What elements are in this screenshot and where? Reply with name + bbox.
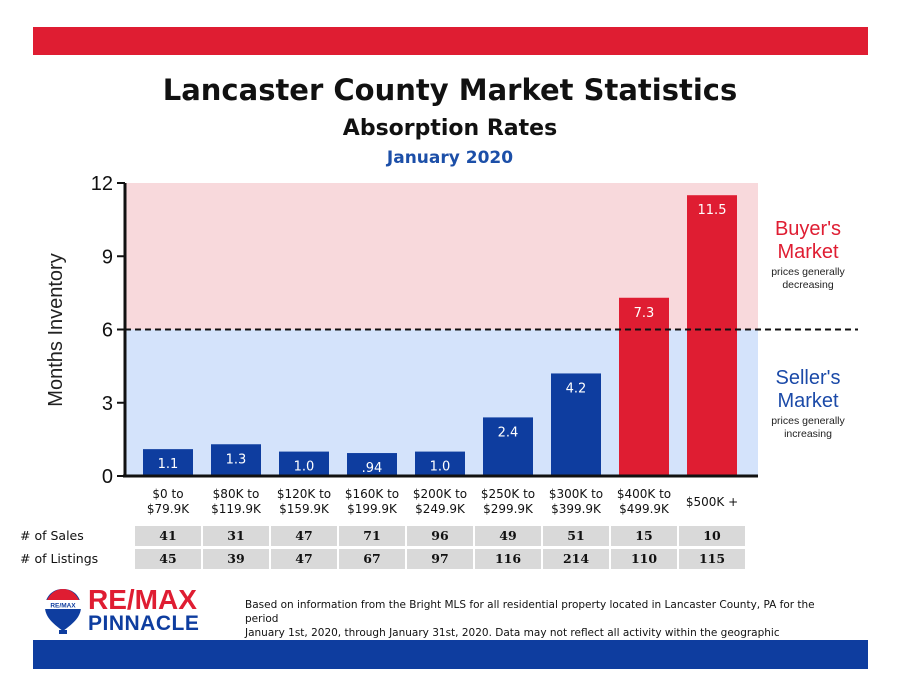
listings-cell-7: 110	[611, 549, 677, 569]
category-line2: $79.9K	[146, 502, 190, 516]
bottom-blue-band	[33, 640, 868, 669]
bar-1	[211, 444, 261, 476]
page-title: Lancaster County Market Statistics	[162, 73, 738, 107]
category-label-7: $400K to $499.9K	[609, 487, 679, 517]
y-tick-group: 0 3 6 9 12	[91, 173, 125, 488]
bar-8	[687, 195, 737, 477]
category-line2: $299.9K	[483, 502, 533, 516]
category-label-4: $200K to $249.9K	[405, 487, 475, 517]
seller-market-note1: prices generally	[771, 415, 845, 427]
bar-label-0: 1.1	[158, 457, 179, 472]
sales-cell-5: 49	[475, 526, 541, 546]
sales-cell-4: 96	[407, 526, 473, 546]
seller-market-note2: increasing	[784, 428, 832, 440]
category-label-2: $120K to $159.9K	[269, 487, 339, 517]
category-line2: $119.9K	[211, 502, 261, 516]
buyer-market-annotation: Buyer's Market prices generally decreasi…	[760, 218, 856, 292]
bar-label-7: 7.3	[634, 306, 655, 321]
top-red-band	[33, 27, 868, 55]
category-line1: $120K to	[276, 487, 332, 501]
category-line1: $500K +	[685, 495, 739, 509]
listings-cell-6: 214	[543, 549, 609, 569]
sales-cell-3: 71	[339, 526, 405, 546]
buyer-market-note1: prices generally	[771, 266, 845, 278]
y-tick-label-2: 6	[102, 320, 113, 342]
page-subtitle: Absorption Rates	[342, 116, 558, 141]
bar-label-8: 11.5	[698, 203, 727, 218]
category-line2: $199.9K	[347, 502, 397, 516]
sales-cell-0: 41	[135, 526, 201, 546]
bar-label-6: 4.2	[566, 381, 587, 396]
seller-market-line1: Seller's	[775, 367, 841, 389]
bar-5	[483, 417, 533, 476]
category-label-0: $0 to $79.9K	[133, 487, 203, 517]
category-line1: $200K to	[412, 487, 468, 501]
category-label-5: $250K to $299.9K	[473, 487, 543, 517]
listings-cell-1: 39	[203, 549, 269, 569]
bar-label-1: 1.3	[226, 452, 247, 467]
category-line1: $0 to	[152, 487, 184, 501]
y-tick-label-1: 3	[102, 393, 113, 415]
listings-cell-5: 116	[475, 549, 541, 569]
y-axis-label: Months Inventory	[45, 253, 67, 406]
bar-3	[347, 453, 397, 476]
sales-row-label: # of Sales	[20, 528, 84, 543]
category-line1: $300K to	[548, 487, 604, 501]
category-line1: $160K to	[344, 487, 400, 501]
listings-row-label: # of Listings	[20, 551, 99, 566]
buyer-market-note2: decreasing	[782, 279, 834, 291]
y-tick-label-4: 12	[91, 173, 113, 195]
buyer-market-line1: Buyer's	[774, 218, 842, 240]
sales-cell-6: 51	[543, 526, 609, 546]
bar-label-4: 1.0	[430, 460, 451, 475]
remax-logo: RE/MAX RE/MAX PINNACLE	[43, 585, 223, 635]
category-label-1: $80K to $119.9K	[201, 487, 271, 517]
category-label-6: $300K to $399.9K	[541, 487, 611, 517]
y-tick-label-3: 9	[102, 246, 113, 268]
category-line2: $499.9K	[619, 502, 669, 516]
y-tick-label-0: 0	[102, 466, 113, 488]
balloon-icon: RE/MAX	[45, 589, 81, 634]
listings-cell-0: 45	[135, 549, 201, 569]
bar-7	[619, 297, 669, 476]
category-line2: $159.9K	[279, 502, 329, 516]
category-line1: $80K to	[212, 487, 260, 501]
category-line2: $399.9K	[551, 502, 601, 516]
brand-name: RE/MAX	[88, 584, 197, 615]
note-line-1: Based on information from the Bright MLS…	[245, 599, 815, 625]
buyer-market-line2: Market	[777, 241, 839, 263]
sales-cell-2: 47	[271, 526, 337, 546]
bar-label-2: 1.0	[294, 460, 315, 475]
seller-market-annotation: Seller's Market prices generally increas…	[760, 367, 856, 441]
seller-market-line2: Market	[777, 390, 839, 412]
listings-cell-8: 115	[679, 549, 745, 569]
sales-cell-8: 10	[679, 526, 745, 546]
sales-cell-1: 31	[203, 526, 269, 546]
category-line2: $249.9K	[415, 502, 465, 516]
report-date: January 2020	[386, 148, 514, 168]
category-line1: $400K to	[616, 487, 672, 501]
sales-cell-7: 15	[611, 526, 677, 546]
listings-cell-2: 47	[271, 549, 337, 569]
listings-cell-4: 97	[407, 549, 473, 569]
balloon-text: RE/MAX	[50, 603, 76, 610]
bar-4	[415, 451, 465, 476]
category-label-8: $500K +	[677, 495, 747, 510]
bar-label-group: 1.1 1.3 1.0 .94 1.0 2.4 4.2 7.3 11.5	[158, 203, 727, 476]
category-line1: $250K to	[480, 487, 536, 501]
bar-0	[143, 449, 193, 476]
bar-2	[279, 451, 329, 476]
bar-group	[143, 195, 737, 477]
category-label-3: $160K to $199.9K	[337, 487, 407, 517]
brand-sub: PINNACLE	[88, 612, 200, 635]
bar-label-5: 2.4	[498, 425, 519, 440]
bar-6	[551, 373, 601, 476]
listings-cell-3: 67	[339, 549, 405, 569]
bar-label-3: .94	[362, 461, 383, 476]
